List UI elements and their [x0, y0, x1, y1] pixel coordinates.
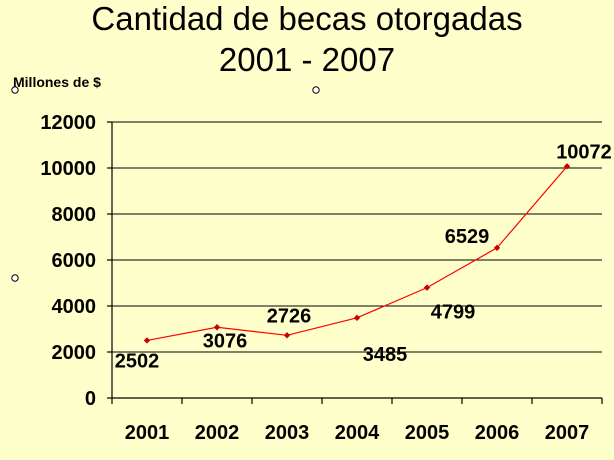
x-tick-label: 2003 — [265, 422, 310, 444]
selection-handle[interactable] — [312, 86, 320, 94]
selection-handle[interactable] — [11, 86, 19, 94]
x-tick-label: 2002 — [195, 422, 240, 444]
grid-lines — [112, 121, 602, 353]
data-label: 6529 — [445, 226, 490, 248]
data-label: 3485 — [363, 344, 408, 366]
data-labels: 2502 3076 2726 3485 4799 6529 10072 — [115, 141, 612, 372]
data-point-marker — [353, 314, 361, 322]
y-tick-label: 10000 — [40, 158, 96, 180]
data-point-marker — [563, 163, 571, 170]
y-tick-label: 12000 — [40, 112, 96, 134]
data-point-marker — [493, 244, 501, 252]
x-tick-label: 2007 — [545, 422, 590, 444]
x-tick-label: 2004 — [335, 422, 380, 444]
data-point-marker — [283, 332, 291, 339]
y-tick-label: 8000 — [52, 204, 97, 226]
series-markers — [143, 163, 571, 344]
y-axis-ticks: 0 2000 4000 6000 8000 10000 12000 — [40, 112, 112, 410]
data-point-marker — [213, 324, 221, 331]
data-label: 2502 — [115, 350, 160, 372]
chart-title: Cantidad de becas otorgadas — [91, 0, 522, 37]
x-axis-ticks: 2001 2002 2003 2004 2005 2006 2007 — [111, 398, 603, 444]
y-axis-label: Millones de $ — [13, 74, 101, 90]
data-label: 4799 — [431, 302, 476, 324]
y-tick-label: 4000 — [52, 296, 97, 318]
x-tick-label: 2005 — [405, 422, 450, 444]
data-point-marker — [143, 337, 151, 344]
series-line — [146, 165, 568, 342]
data-label: 10072 — [556, 141, 612, 163]
data-label: 2726 — [267, 305, 312, 327]
y-tick-label: 2000 — [52, 342, 97, 364]
selection-handle[interactable] — [11, 274, 19, 282]
y-tick-label: 0 — [85, 388, 96, 410]
chart-subtitle: 2001 - 2007 — [219, 41, 395, 78]
y-tick-label: 6000 — [52, 250, 97, 272]
x-tick-label: 2001 — [125, 422, 170, 444]
x-tick-label: 2006 — [475, 422, 520, 444]
axes — [111, 122, 602, 399]
data-point-marker — [423, 284, 431, 291]
data-label: 3076 — [203, 330, 248, 352]
